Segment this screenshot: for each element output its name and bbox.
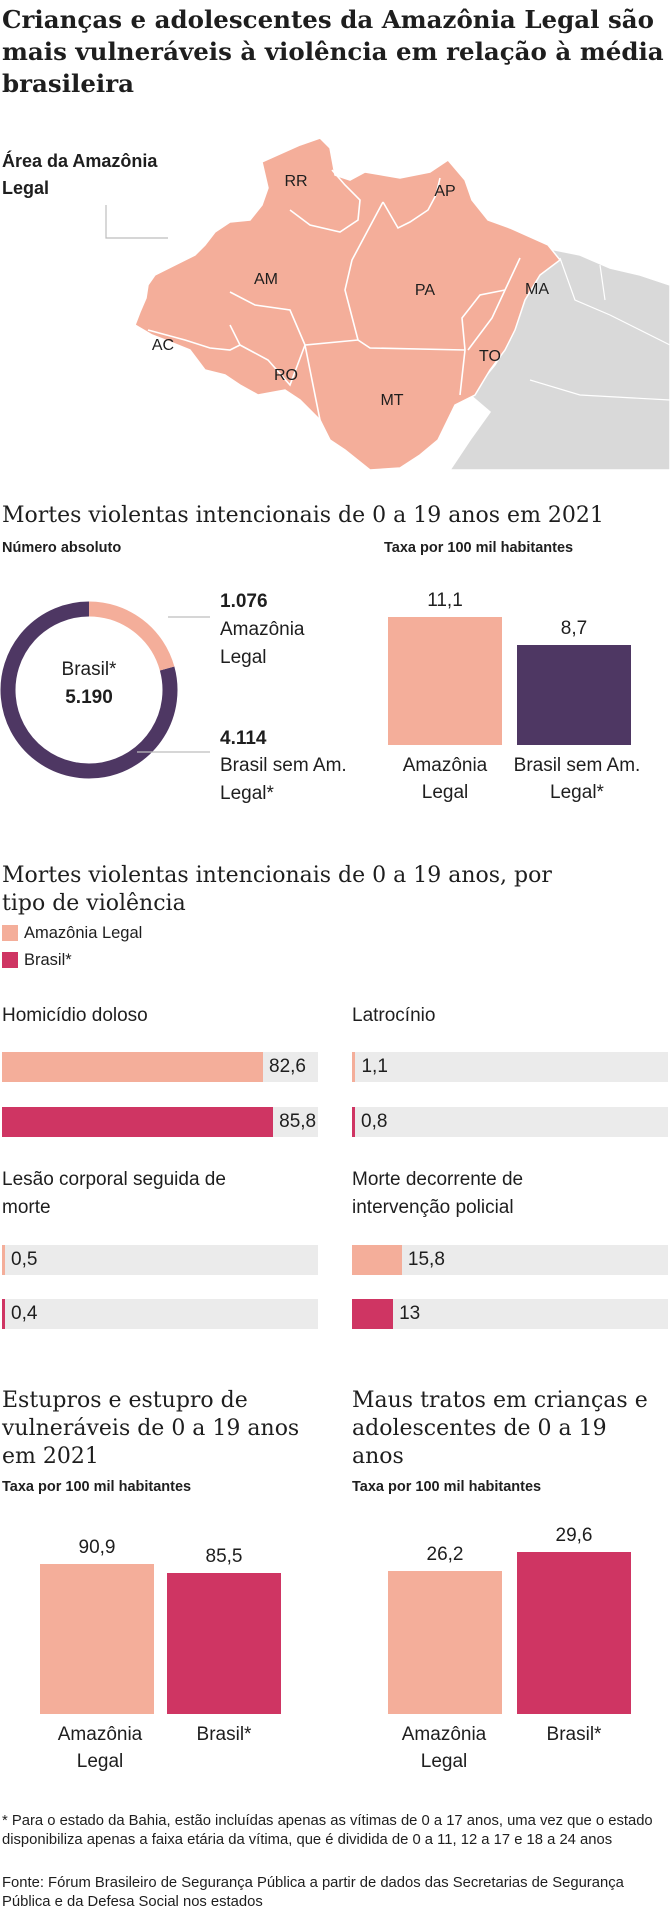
map-label-rr: RR	[284, 173, 307, 190]
legend-brasil: Brasil*	[24, 951, 72, 969]
estupros-category-brasil: Brasil*	[196, 1724, 252, 1745]
rate-category-brasil-sem: Brasil sem Am. Legal*	[513, 755, 641, 803]
hbar-0-amazonia	[2, 1052, 264, 1082]
rate-category-amazonia: Amazônia Legal	[402, 755, 488, 803]
amazonia-map: RR AP AM PA MA AC RO TO MT	[105, 137, 670, 470]
hbar-value-1-amazonia: 1,1	[361, 1056, 388, 1077]
hbar-1-brasil	[352, 1107, 355, 1137]
section-mortes-2021-title: Mortes violentas intencionais de 0 a 19 …	[2, 503, 604, 528]
rate-value-amazonia: 11,1	[427, 590, 463, 611]
estupros-bar-brasil	[167, 1572, 281, 1714]
donut-center-value: 5.190	[65, 687, 113, 708]
donut-amazonia-value: 1.076	[220, 591, 268, 612]
hbar-value-0-brasil: 85,8	[279, 1111, 317, 1132]
section-maus-tratos-title: Maus tratos em crianças e adolescentes d…	[352, 1388, 648, 1469]
maus-tratos-rate-label: Taxa por 100 mil habitantes	[352, 1479, 542, 1495]
hbar-3-amazonia	[352, 1245, 402, 1275]
hbar-2-brasil	[2, 1299, 5, 1329]
hbar-value-3-amazonia: 15,8	[407, 1249, 445, 1270]
map-label-ap: AP	[434, 183, 455, 200]
donut-slice-amazonia-legal	[88, 601, 175, 671]
legend-amazonia: Amazônia Legal	[24, 924, 143, 942]
map-amazonia-area	[134, 137, 562, 470]
map-label-ma: MA	[525, 281, 549, 298]
estupros-value-amazonia: 90,9	[78, 1537, 116, 1558]
map-label-ac: AC	[152, 337, 174, 354]
hbar-value-2-brasil: 0,4	[11, 1303, 38, 1324]
maus-tratos-category-brasil: Brasil*	[546, 1724, 602, 1745]
map-label-leader-line	[105, 205, 168, 239]
map-label-ro: RO	[274, 367, 298, 384]
hbar-track-1-amazonia	[352, 1052, 668, 1082]
donut-brasil-sem-label: Brasil sem Am. Legal*	[220, 755, 347, 804]
maus-tratos-value-amazonia: 26,2	[426, 1543, 464, 1565]
hbar-track-2-amazonia	[2, 1245, 318, 1275]
donut-center-label: Brasil*	[61, 659, 117, 680]
section-por-tipo-title: Mortes violentas intencionais de 0 a 19 …	[2, 863, 552, 916]
panel-latrocinio-label: Latrocínio	[352, 1005, 436, 1026]
hbar-track-3-amazonia	[352, 1245, 668, 1275]
estupros-bar-amazonia	[40, 1564, 154, 1714]
map-area-label: Área da Amazônia Legal	[2, 151, 158, 198]
donut-brasil-sem-value: 4.114	[220, 728, 267, 749]
absolute-number-label: Número absoluto	[2, 540, 122, 556]
hbar-value-2-amazonia: 0,5	[11, 1249, 38, 1270]
maus-tratos-bar-brasil	[517, 1552, 631, 1714]
hbar-track-1-brasil	[352, 1107, 668, 1137]
map-label-to: TO	[479, 348, 501, 365]
panel-lesao-label: Lesão corporal seguida de morte	[2, 1169, 226, 1218]
legend-swatch-brasil	[2, 952, 18, 968]
rate-label: Taxa por 100 mil habitantes	[384, 540, 574, 556]
hbar-1-amazonia	[352, 1052, 356, 1082]
map-grey-divider-2	[529, 264, 670, 401]
legend-swatch-amazonia	[2, 925, 18, 941]
hbar-2-amazonia	[2, 1245, 5, 1275]
estupros-value-brasil: 85,5	[205, 1545, 243, 1567]
panel-intervencao-label: Morte decorrente de intervenção policial	[352, 1169, 524, 1218]
estupros-rate-label: Taxa por 100 mil habitantes	[2, 1479, 192, 1495]
hbar-value-3-brasil: 13	[399, 1303, 421, 1324]
hbar-track-2-brasil	[2, 1299, 318, 1329]
hbar-track-3-brasil	[352, 1299, 668, 1329]
rate-bar-amazonia	[388, 617, 502, 745]
maus-tratos-bar-amazonia	[388, 1570, 502, 1714]
hbar-value-0-amazonia: 82,6	[269, 1056, 306, 1077]
map-label-mt: MT	[380, 392, 403, 409]
main-title: Crianças e adolescentes da Amazônia Lega…	[2, 5, 664, 98]
estupros-category-amazonia: Amazônia Legal	[57, 1724, 143, 1772]
map-grey-divider-1	[559, 257, 670, 346]
hbar-value-1-brasil: 0,8	[361, 1111, 388, 1132]
rate-value-brasil-sem: 8,7	[560, 617, 588, 639]
hbar-0-brasil	[2, 1107, 274, 1137]
rate-bar-brasil-sem	[517, 644, 631, 745]
map-label-pa: PA	[415, 282, 435, 299]
map-state-borders	[147, 169, 521, 421]
maus-tratos-category-amazonia: Amazônia Legal	[401, 1724, 487, 1772]
hbar-3-brasil	[352, 1299, 394, 1329]
donut-slice-brasil-sem-am-legal	[0, 601, 178, 779]
map-label-am: AM	[254, 271, 278, 288]
maus-tratos-value-brasil: 29,6	[555, 1525, 593, 1546]
section-estupros-title: Estupros e estupro de vulneráveis de 0 a…	[2, 1388, 300, 1469]
source-note: Fonte: Fórum Brasileiro de Segurança Púb…	[2, 1875, 624, 1910]
panel-homicidio-label: Homicídio doloso	[2, 1005, 148, 1026]
footnote: * Para o estado da Bahia, estão incluída…	[2, 1813, 653, 1848]
donut-amazonia-label: Amazônia Legal	[220, 619, 305, 668]
